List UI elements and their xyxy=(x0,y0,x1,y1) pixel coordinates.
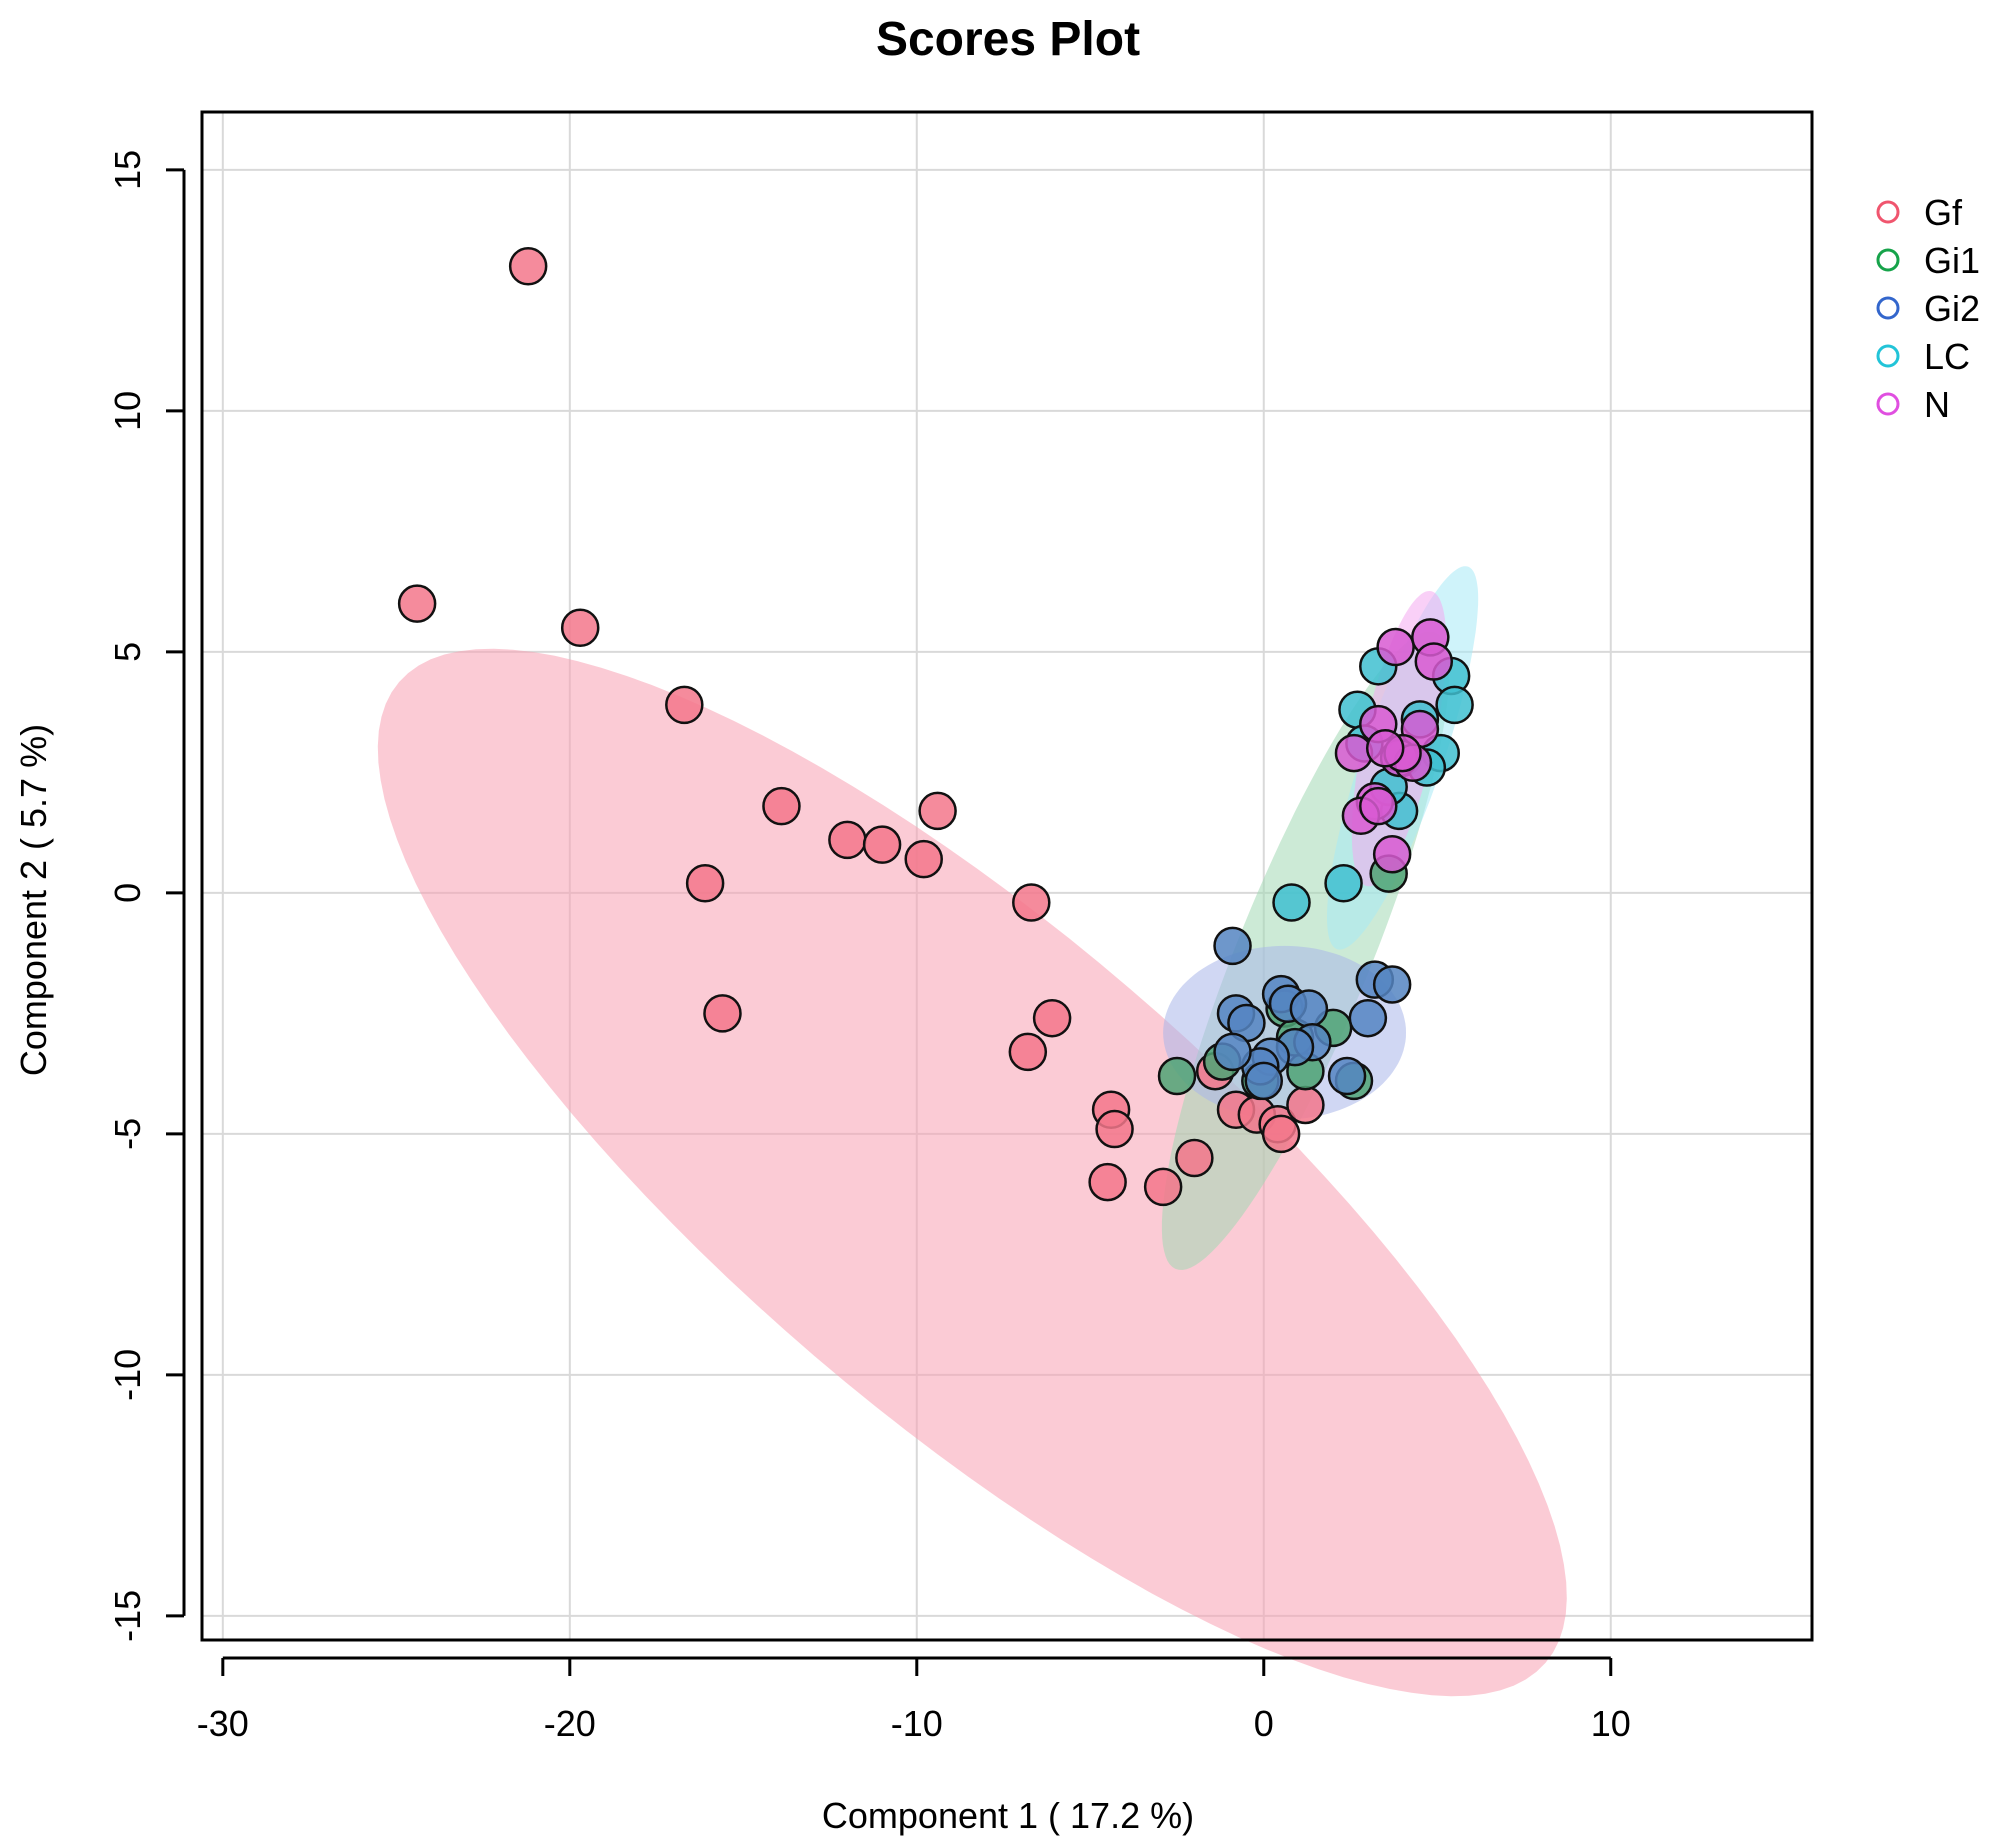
y-tick-label: -15 xyxy=(107,1590,148,1642)
point-lc xyxy=(1272,883,1311,922)
y-tick-label: 0 xyxy=(107,883,148,903)
point-gf xyxy=(1286,1085,1325,1125)
point-gi2 xyxy=(1372,965,1412,1004)
point-gf xyxy=(1261,1114,1301,1154)
point-gi2 xyxy=(1213,926,1252,966)
point-gi2 xyxy=(1289,989,1329,1028)
point-n xyxy=(1372,835,1412,874)
point-gf xyxy=(918,791,957,831)
x-axis: -30 -20 -10 0 10 xyxy=(197,1656,1631,1744)
point-gf xyxy=(397,584,437,623)
point-gi2 xyxy=(1244,1061,1284,1101)
point-lc xyxy=(1324,863,1363,903)
point-gf xyxy=(1088,1162,1127,1202)
y-tick-label: -10 xyxy=(107,1349,148,1401)
data-points xyxy=(397,246,1474,1207)
chart-title: Scores Plot xyxy=(876,13,1140,66)
legend-marker-gf xyxy=(1876,200,1900,224)
legend: Gf Gi1 Gi2 LC N xyxy=(1876,192,1980,425)
x-axis-label: Component 1 ( 17.2 %) xyxy=(822,1795,1194,1836)
point-lc xyxy=(1435,685,1474,725)
y-tick-label: -5 xyxy=(107,1118,148,1150)
legend-marker-gi1 xyxy=(1876,248,1900,272)
plot-frame xyxy=(200,110,1814,1642)
point-gf xyxy=(560,608,600,648)
legend-marker-lc xyxy=(1876,344,1900,368)
point-gf xyxy=(703,994,742,1033)
point-gf xyxy=(685,863,725,903)
point-gf xyxy=(1143,1167,1183,1207)
y-axis-label: Component 2 ( 5.7 %) xyxy=(13,724,54,1076)
legend-label-lc: LC xyxy=(1924,336,1970,377)
point-gf xyxy=(762,786,801,826)
x-tick-label: -20 xyxy=(544,1703,596,1744)
point-gf xyxy=(508,246,548,286)
point-n xyxy=(1414,642,1454,681)
point-gf xyxy=(1012,883,1051,922)
point-gf xyxy=(1095,1109,1134,1149)
y-axis: -15 -10 -5 0 5 10 15 xyxy=(107,150,186,1642)
point-gf xyxy=(904,839,943,879)
point-gi2 xyxy=(1327,1056,1367,1096)
point-n xyxy=(1365,729,1405,768)
point-gf xyxy=(1032,998,1072,1038)
legend-label-gi2: Gi2 xyxy=(1924,288,1980,329)
x-tick-label: 0 xyxy=(1254,1703,1274,1744)
y-tick-label: 10 xyxy=(107,391,148,431)
point-gf xyxy=(828,820,867,860)
point-gf xyxy=(1008,1032,1048,1072)
legend-label-gf: Gf xyxy=(1924,192,1963,233)
point-gi2 xyxy=(1348,998,1388,1038)
y-tick-label: 15 xyxy=(107,150,148,190)
legend-label-gi1: Gi1 xyxy=(1924,240,1980,281)
point-gf xyxy=(862,825,902,864)
ellipse-gf xyxy=(377,648,1567,1697)
point-gi2 xyxy=(1213,1032,1252,1072)
x-tick-label: 10 xyxy=(1591,1703,1631,1744)
point-gf xyxy=(665,685,704,725)
point-gi1 xyxy=(1157,1056,1197,1096)
legend-marker-n xyxy=(1876,392,1900,416)
point-n xyxy=(1359,786,1398,826)
x-tick-label: -30 xyxy=(197,1703,249,1744)
point-n xyxy=(1376,627,1415,667)
legend-marker-gi2 xyxy=(1876,296,1900,320)
x-tick-label: -10 xyxy=(891,1703,943,1744)
point-gf xyxy=(1175,1138,1214,1178)
y-tick-label: 5 xyxy=(107,642,148,662)
legend-label-n: N xyxy=(1924,384,1950,425)
